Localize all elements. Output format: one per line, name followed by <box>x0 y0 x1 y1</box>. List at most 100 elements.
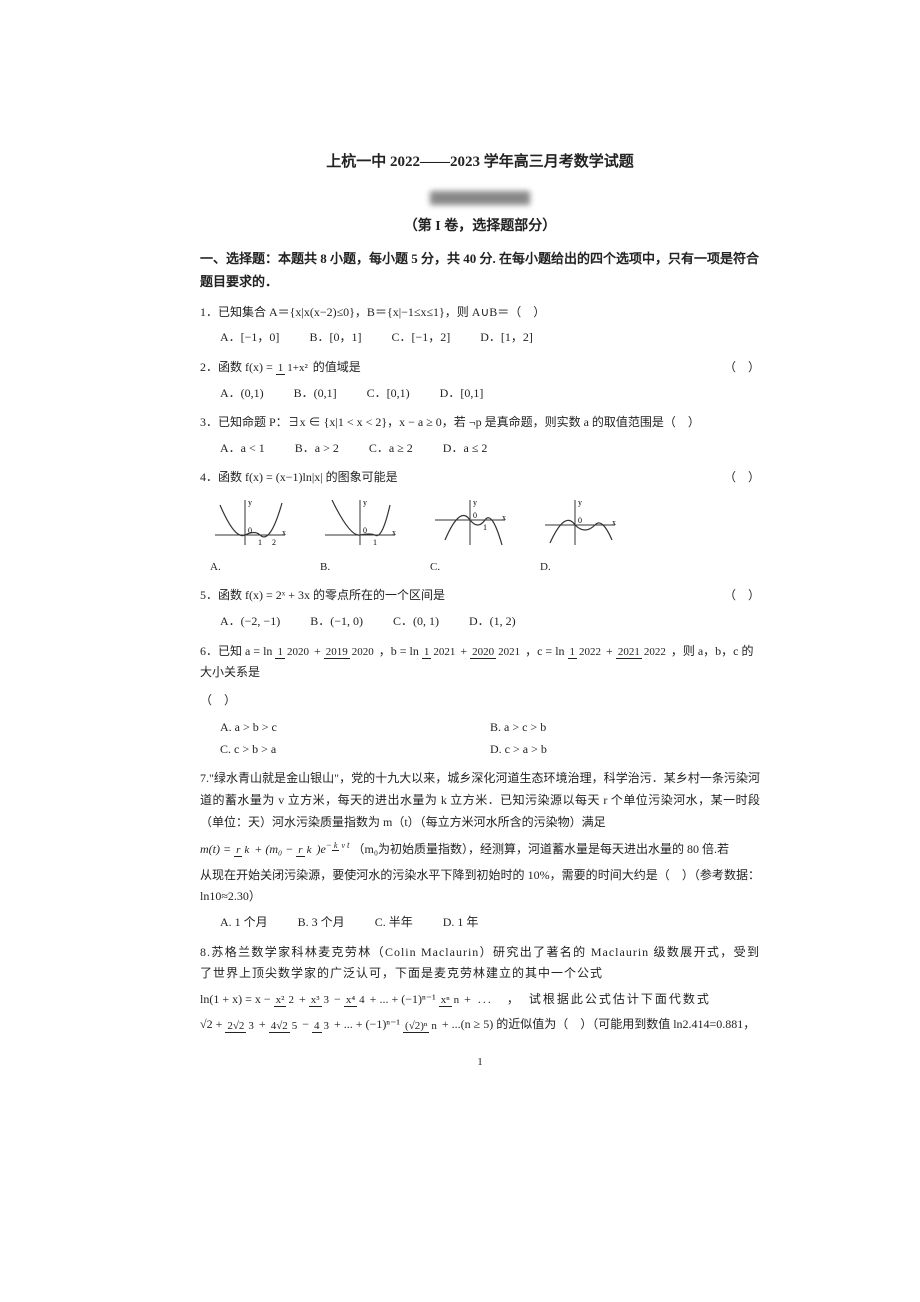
redacted-info <box>430 191 530 205</box>
svg-text:0: 0 <box>578 516 582 525</box>
q1-opt-b: B．[0，1] <box>309 327 361 349</box>
q2-post: 的值域是 <box>313 360 361 374</box>
q6-opt-c: C. c > b > a <box>220 739 490 761</box>
q6-frac1: 12020 <box>275 646 311 658</box>
q7-text2: 从现在开始关闭污染源，要使河水的污染水平下降到初始时的 10%，需要的时间大约是… <box>200 865 760 908</box>
q6-mid1: ，b = ln <box>379 644 419 658</box>
q1-opt-d: D．[1，2] <box>480 327 533 349</box>
q4-text-span: 4．函数 f(x) = (x−1)ln|x| 的图象可能是 <box>200 470 398 484</box>
q5-text: 5．函数 f(x) = 2ˣ + 3x 的零点所在的一个区间是 （ ） <box>200 585 760 607</box>
q5-opt-b: B．(−1, 0) <box>310 611 363 633</box>
q8-formula1: ln(1 + x) = x − x²2 + x³3 − x⁴4 + ... + … <box>200 989 760 1011</box>
q8-frac-x2: x²2 <box>274 994 296 1006</box>
q7-opt-b: B. 3 个月 <box>298 912 345 934</box>
svg-text:x: x <box>392 528 396 537</box>
q8-text1: 8.苏格兰数学家科林麦克劳林（Colin Maclaurin）研究出了著名的 M… <box>200 942 760 985</box>
section-heading: （第 I 卷，选择题部分） <box>200 215 760 235</box>
q8-frac-s3: 43 <box>312 1020 331 1032</box>
svg-text:1: 1 <box>483 523 487 532</box>
q7-text1: 7."绿水青山就是金山银山"，党的十九大以来，城乡深化河道生态环境治理，科学治污… <box>200 768 760 833</box>
q8-f1-post: + ... ， 试根据此公式估计下面代数式 <box>464 992 711 1006</box>
q4-graph-a: 0 1 2 x y A. <box>210 495 290 577</box>
question-4: 4．函数 f(x) = (x−1)ln|x| 的图象可能是 （ ） 0 1 2 … <box>200 467 760 577</box>
svg-text:0: 0 <box>248 526 252 535</box>
q4-label-b: B. <box>320 558 400 578</box>
q7-frac-rk2: rk <box>296 844 313 856</box>
svg-text:y: y <box>473 498 477 507</box>
q5-paren: （ ） <box>724 585 760 607</box>
q6-frac3: 12022 <box>568 646 604 658</box>
q2-pre: 2．函数 f(x) = <box>200 360 276 374</box>
q1-text: 1．已知集合 A＝{x|x(x−2)≤0}，B＝{x|−1≤x≤1}，则 A∪B… <box>200 302 760 324</box>
q6-opt-b: B. a > c > b <box>490 717 760 739</box>
question-7: 7."绿水青山就是金山银山"，党的十九大以来，城乡深化河道生态环境治理，科学治污… <box>200 768 760 933</box>
q6-paren: （ ） <box>200 690 760 712</box>
q8-frac-x3: x³3 <box>309 994 331 1006</box>
q3-opt-b: B．a > 2 <box>295 438 339 460</box>
q2-opt-b: B．(0,1] <box>294 383 337 405</box>
q3-text: 3．已知命题 P：∃x ∈ {x|1 < x < 2}，x − a ≥ 0，若 … <box>200 412 760 434</box>
svg-text:x: x <box>282 528 286 537</box>
q8-frac-s2: 4√25 <box>269 1020 300 1032</box>
q4-graph-d: 0 x y D. <box>540 495 620 577</box>
q7-opt-a: A. 1 个月 <box>220 912 268 934</box>
q6-pre: 6．已知 a = ln <box>200 644 272 658</box>
q2-fraction: 11+x² <box>276 362 310 374</box>
q5-text-span: 5．函数 f(x) = 2ˣ + 3x 的零点所在的一个区间是 <box>200 588 445 602</box>
q4-label-c: C. <box>430 558 510 578</box>
page-number: 1 <box>200 1056 760 1068</box>
q6-mid2: ，c = ln <box>525 644 564 658</box>
svg-text:y: y <box>363 498 367 507</box>
q6-frac1b: 20192020 <box>324 646 376 658</box>
q4-graphs: 0 1 2 x y A. 0 1 x y B. <box>210 495 760 577</box>
q2-text: 2．函数 f(x) = 11+x² 的值域是 （ ） <box>200 357 760 379</box>
q4-graph-b: 0 1 x y B. <box>320 495 400 577</box>
exam-title: 上杭一中 2022——2023 学年高三月考数学试题 <box>200 150 760 171</box>
q5-opt-c: C．(0, 1) <box>393 611 439 633</box>
q7-opt-c: C. 半年 <box>375 912 413 934</box>
q8-formula2: √2 + 2√23 + 4√25 − 43 + ... + (−1)ⁿ⁻¹ (√… <box>200 1014 760 1036</box>
q6-frac2b: 20202021 <box>470 646 522 658</box>
q5-opt-d: D．(1, 2) <box>469 611 516 633</box>
q8-f1-mid: + ... + (−1)ⁿ⁻¹ <box>370 992 436 1006</box>
q3-opt-a: A．a < 1 <box>220 438 265 460</box>
svg-text:2: 2 <box>272 538 276 547</box>
q6-opt-a: A. a > b > c <box>220 717 490 739</box>
svg-text:0: 0 <box>473 511 477 520</box>
q4-graph-c: 0 1 x y C. <box>430 495 510 577</box>
q3-opt-d: D．a ≤ 2 <box>443 438 488 460</box>
q7-formula-pre: m(t) = <box>200 842 234 856</box>
q6-frac3b: 20212022 <box>616 646 668 658</box>
svg-text:0: 0 <box>363 526 367 535</box>
q2-paren: （ ） <box>724 357 760 379</box>
q4-label-a: A. <box>210 558 290 578</box>
svg-text:1: 1 <box>373 538 377 547</box>
q4-text: 4．函数 f(x) = (x−1)ln|x| 的图象可能是 （ ） <box>200 467 760 489</box>
question-6: 6．已知 a = ln 12020 + 20192020 ，b = ln 120… <box>200 641 760 761</box>
question-8: 8.苏格兰数学家科林麦克劳林（Colin Maclaurin）研究出了著名的 M… <box>200 942 760 1036</box>
q4-label-d: D. <box>540 558 620 578</box>
question-3: 3．已知命题 P：∃x ∈ {x|1 < x < 2}，x − a ≥ 0，若 … <box>200 412 760 459</box>
q6-frac2: 12021 <box>422 646 458 658</box>
q2-opt-d: D．[0,1] <box>440 383 484 405</box>
svg-text:y: y <box>578 498 582 507</box>
q5-opt-a: A．(−2, −1) <box>220 611 280 633</box>
q8-f1-pre: ln(1 + x) = x − <box>200 992 274 1006</box>
svg-text:x: x <box>502 513 506 522</box>
q2-opt-a: A．(0,1) <box>220 383 264 405</box>
q7-formula-post: （m₀为初始质量指数），经测算，河道蓄水量是每天进出水量的 80 倍.若 <box>353 842 730 856</box>
q3-opt-c: C．a ≥ 2 <box>369 438 413 460</box>
q8-f2-post: + ...(n ≥ 5) 的近似值为（ ）（可能用到数值 ln2.414=0.8… <box>442 1017 755 1031</box>
q8-frac-xn: xⁿn <box>439 994 461 1006</box>
svg-text:x: x <box>612 518 616 527</box>
q8-frac-s1: 2√23 <box>225 1020 256 1032</box>
q8-frac-sn: (√2)ⁿn <box>403 1020 439 1032</box>
q6-opt-d: D. c > a > b <box>490 739 760 761</box>
question-1: 1．已知集合 A＝{x|x(x−2)≤0}，B＝{x|−1≤x≤1}，则 A∪B… <box>200 302 760 349</box>
svg-text:y: y <box>248 498 252 507</box>
question-5: 5．函数 f(x) = 2ˣ + 3x 的零点所在的一个区间是 （ ） A．(−… <box>200 585 760 632</box>
q8-frac-x4: x⁴4 <box>344 994 367 1006</box>
question-2: 2．函数 f(x) = 11+x² 的值域是 （ ） A．(0,1) B．(0,… <box>200 357 760 404</box>
q7-frac-rk: rk <box>234 844 251 856</box>
q1-opt-c: C．[−1，2] <box>391 327 450 349</box>
